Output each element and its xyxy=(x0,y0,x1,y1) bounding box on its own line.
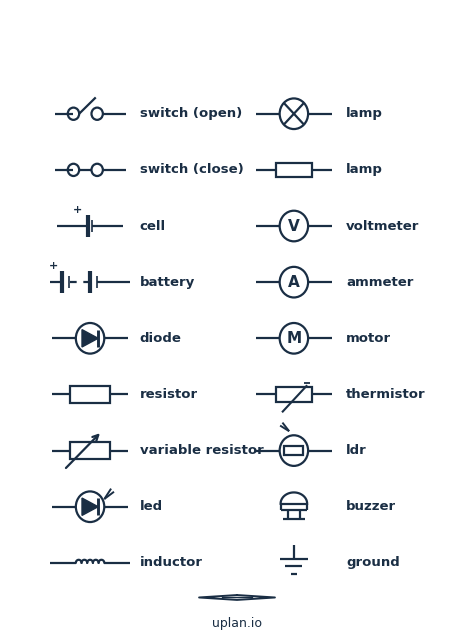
Text: +: + xyxy=(48,261,58,271)
Text: resistor: resistor xyxy=(140,388,198,401)
Text: thermistor: thermistor xyxy=(346,388,426,401)
Bar xyxy=(276,387,312,402)
Text: V: V xyxy=(288,219,300,233)
Text: buzzer: buzzer xyxy=(346,500,396,514)
Polygon shape xyxy=(82,330,98,347)
Text: M: M xyxy=(286,331,301,346)
Text: variable resistor: variable resistor xyxy=(140,444,264,457)
Bar xyxy=(284,446,303,455)
Text: led: led xyxy=(140,500,163,514)
Text: switch (close): switch (close) xyxy=(140,164,244,176)
Text: switch (open): switch (open) xyxy=(140,107,242,120)
Text: Electrical circuit symbols: Electrical circuit symbols xyxy=(70,26,404,50)
Polygon shape xyxy=(82,498,98,515)
Text: ground: ground xyxy=(346,557,400,569)
Text: motor: motor xyxy=(346,332,391,345)
Text: uplan.io: uplan.io xyxy=(212,618,262,630)
Text: ammeter: ammeter xyxy=(346,276,413,288)
Text: lamp: lamp xyxy=(346,107,383,120)
Bar xyxy=(276,163,312,177)
Bar xyxy=(70,386,110,403)
Text: voltmeter: voltmeter xyxy=(346,219,419,233)
Text: A: A xyxy=(288,275,300,290)
Text: cell: cell xyxy=(140,219,166,233)
Text: ldr: ldr xyxy=(346,444,367,457)
Text: diode: diode xyxy=(140,332,182,345)
Text: +: + xyxy=(73,205,82,215)
Text: inductor: inductor xyxy=(140,557,203,569)
Text: battery: battery xyxy=(140,276,195,288)
Bar xyxy=(70,443,110,459)
Text: lamp: lamp xyxy=(346,164,383,176)
